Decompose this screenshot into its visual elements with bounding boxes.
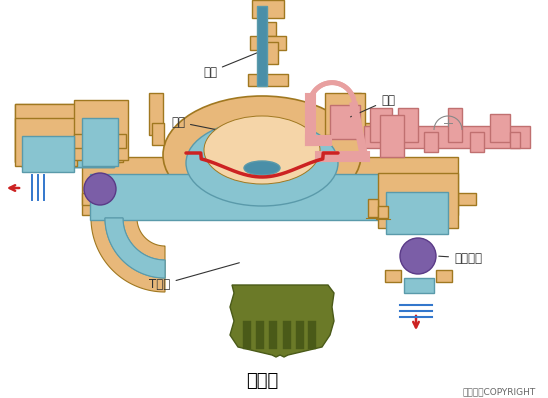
- Bar: [378, 206, 388, 218]
- Bar: [152, 123, 164, 145]
- Bar: [420, 193, 438, 205]
- Text: T型管: T型管: [150, 263, 239, 291]
- Bar: [22, 136, 74, 172]
- Bar: [256, 321, 264, 349]
- Bar: [360, 123, 372, 145]
- Bar: [116, 134, 126, 148]
- Bar: [74, 134, 84, 148]
- Bar: [325, 93, 365, 135]
- Bar: [82, 193, 100, 205]
- Bar: [424, 132, 438, 152]
- Ellipse shape: [186, 120, 338, 206]
- Bar: [347, 93, 361, 135]
- Bar: [246, 193, 264, 205]
- Ellipse shape: [244, 161, 280, 175]
- Bar: [363, 193, 381, 205]
- Text: 泵体: 泵体: [171, 115, 246, 135]
- Bar: [385, 270, 401, 282]
- Bar: [436, 270, 452, 282]
- Bar: [490, 114, 510, 142]
- Bar: [15, 104, 120, 162]
- Ellipse shape: [204, 116, 320, 184]
- Bar: [368, 199, 378, 217]
- Bar: [130, 193, 148, 205]
- Bar: [470, 132, 484, 152]
- Bar: [380, 115, 404, 157]
- Bar: [448, 108, 462, 142]
- Bar: [22, 121, 114, 167]
- Bar: [22, 121, 114, 167]
- Bar: [510, 132, 520, 148]
- Bar: [308, 321, 316, 349]
- Bar: [269, 321, 277, 349]
- Bar: [364, 126, 530, 148]
- Bar: [243, 321, 251, 349]
- Text: 隔膜泵: 隔膜泵: [246, 372, 278, 390]
- Bar: [370, 108, 392, 142]
- Bar: [378, 173, 458, 228]
- Bar: [386, 192, 448, 234]
- Bar: [22, 121, 114, 167]
- Polygon shape: [105, 218, 165, 278]
- Bar: [398, 108, 418, 142]
- Bar: [252, 138, 272, 178]
- Bar: [258, 42, 278, 64]
- Bar: [330, 105, 360, 139]
- Bar: [246, 133, 278, 175]
- Bar: [82, 118, 118, 166]
- Bar: [257, 6, 267, 86]
- Circle shape: [84, 173, 116, 205]
- Circle shape: [400, 238, 436, 274]
- Bar: [296, 321, 304, 349]
- Bar: [250, 36, 286, 50]
- Polygon shape: [230, 285, 334, 357]
- Ellipse shape: [163, 96, 361, 214]
- Polygon shape: [105, 218, 165, 278]
- Bar: [458, 193, 476, 205]
- Polygon shape: [91, 218, 165, 292]
- Bar: [90, 174, 450, 220]
- Bar: [15, 104, 123, 162]
- Text: 气缸: 气缸: [203, 51, 261, 78]
- Bar: [248, 74, 288, 86]
- Bar: [74, 100, 128, 160]
- Bar: [260, 22, 276, 36]
- Bar: [82, 157, 458, 215]
- Bar: [15, 118, 77, 166]
- Bar: [149, 93, 163, 135]
- Bar: [252, 0, 284, 18]
- Text: 单向球阀: 单向球阀: [439, 252, 482, 265]
- Text: 东方仿真COPYRIGHT: 东方仿真COPYRIGHT: [463, 388, 536, 396]
- Bar: [404, 278, 434, 293]
- Bar: [283, 321, 291, 349]
- Text: 隔膜: 隔膜: [351, 94, 395, 117]
